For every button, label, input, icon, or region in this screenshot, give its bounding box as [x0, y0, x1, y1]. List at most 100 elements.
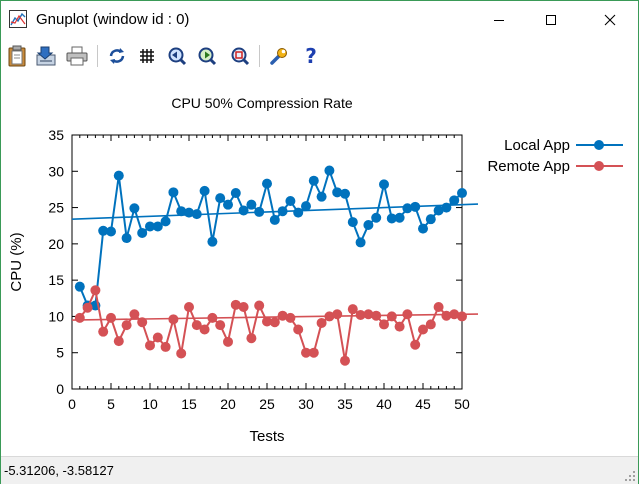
- grid-button[interactable]: [134, 43, 160, 69]
- local-app-point: [254, 206, 265, 217]
- y-tick-label: 30: [48, 163, 64, 179]
- save-button[interactable]: [34, 43, 60, 69]
- local-app-point: [74, 281, 85, 292]
- remote-app-point: [285, 312, 296, 323]
- local-app-point: [277, 206, 288, 217]
- remote-app-point: [402, 309, 413, 320]
- y-axis-label: CPU (%): [8, 232, 25, 291]
- y-tick-label: 10: [48, 308, 64, 324]
- local-app-point: [402, 203, 413, 214]
- print-button[interactable]: [64, 43, 90, 69]
- x-tick-label: 25: [259, 396, 275, 412]
- plot-area[interactable]: CPU 50% Compression Rate 0 5 10 15 20 25 30 35 0 5…: [1, 74, 638, 456]
- remote-app-point: [191, 320, 202, 331]
- local-app-point: [191, 209, 202, 220]
- x-tick-label: 20: [220, 396, 236, 412]
- remote-app-point: [168, 314, 179, 325]
- remote-app-point: [277, 310, 288, 321]
- local-app-point: [347, 217, 358, 228]
- options-button[interactable]: [266, 43, 292, 69]
- local-app-point: [223, 199, 233, 210]
- minimize-button[interactable]: [476, 1, 522, 38]
- remote-app-point: [98, 326, 109, 337]
- print-icon: [66, 46, 88, 66]
- copy-clipboard-button[interactable]: [4, 43, 30, 69]
- local-app-point: [363, 219, 374, 230]
- local-app-line: [78, 167, 463, 307]
- remote-app-point: [347, 304, 358, 315]
- close-button[interactable]: [587, 1, 633, 38]
- x-tick-label: 45: [415, 396, 431, 412]
- local-app-point: [106, 226, 116, 237]
- gnuplot-app-icon: [9, 10, 27, 28]
- plot-frame: [71, 134, 463, 390]
- x-tick-label: 35: [337, 396, 353, 412]
- remote-app-point: [355, 309, 366, 320]
- remote-app-point: [90, 285, 101, 296]
- x-tick-label: 15: [181, 396, 197, 412]
- local-app-point: [332, 187, 343, 198]
- replot-button[interactable]: [104, 43, 130, 69]
- remote-app-point: [316, 317, 327, 328]
- local-app-point: [98, 225, 109, 236]
- local-app-point: [113, 170, 124, 181]
- remote-app-point: [145, 340, 155, 351]
- zoom-next-button[interactable]: [194, 43, 220, 69]
- minimize-icon: [494, 19, 504, 21]
- remote-app-point: [269, 317, 280, 328]
- remote-app-point: [215, 320, 226, 331]
- remote-app-point: [184, 301, 194, 312]
- remote-app-point: [74, 312, 85, 323]
- local-app-point: [215, 193, 226, 204]
- local-app-point: [207, 236, 218, 247]
- chart-canvas[interactable]: CPU 50% Compression Rate 0 5 10 15 20 25 30 35 0 5…: [1, 74, 638, 456]
- local-app-point: [457, 188, 467, 199]
- local-app-point: [340, 188, 350, 199]
- local-app-point: [269, 214, 280, 225]
- local-app-point: [262, 178, 272, 189]
- resize-grip-icon[interactable]: [624, 470, 636, 482]
- remote-app-point: [457, 311, 467, 322]
- y-tick-label: 5: [56, 345, 64, 361]
- local-app-point: [418, 223, 428, 234]
- help-button[interactable]: ?: [298, 43, 324, 69]
- remote-app-point: [410, 339, 421, 350]
- local-app-point: [152, 221, 163, 232]
- replot-icon: [109, 48, 125, 64]
- remote-app-point: [160, 341, 171, 352]
- legend-label-remote-app: Remote App: [487, 158, 570, 175]
- local-app-point: [371, 212, 382, 223]
- zoom-previous-button[interactable]: [164, 43, 190, 69]
- remote-app-point: [332, 309, 343, 320]
- local-app-point: [160, 216, 171, 227]
- autoscale-button[interactable]: [227, 43, 253, 69]
- y-tick-label: 25: [48, 200, 64, 216]
- x-tick-label: 0: [68, 396, 76, 412]
- y-tick-label: 35: [48, 127, 64, 143]
- toolbar-separator: [97, 45, 98, 67]
- mouse-coordinates: -5.31206, -3.58127: [4, 463, 114, 478]
- remote-app-point: [223, 336, 233, 347]
- legend-marker-local-app: [594, 140, 604, 150]
- local-app-point: [433, 205, 444, 216]
- remote-app-point: [238, 301, 249, 312]
- remote-app-point: [425, 319, 436, 330]
- local-app-point: [316, 191, 327, 202]
- remote-app-line: [79, 286, 463, 361]
- series-remote-app: [71, 285, 479, 366]
- close-icon: [604, 14, 616, 25]
- local-app-point: [410, 201, 421, 212]
- maximize-button[interactable]: [528, 1, 574, 38]
- local-app-point: [176, 206, 187, 217]
- toolbar: ?: [1, 38, 638, 74]
- zoom-next-icon: [198, 47, 217, 66]
- local-app-point: [379, 179, 389, 190]
- x-tick-label: 40: [376, 396, 392, 412]
- status-bar: -5.31206, -3.58127: [1, 456, 638, 484]
- local-app-point: [184, 207, 194, 218]
- remote-app-point: [137, 317, 148, 328]
- title-bar[interactable]: Gnuplot (window id : 0): [1, 1, 638, 38]
- local-app-point: [285, 196, 296, 207]
- local-app-point: [355, 237, 366, 248]
